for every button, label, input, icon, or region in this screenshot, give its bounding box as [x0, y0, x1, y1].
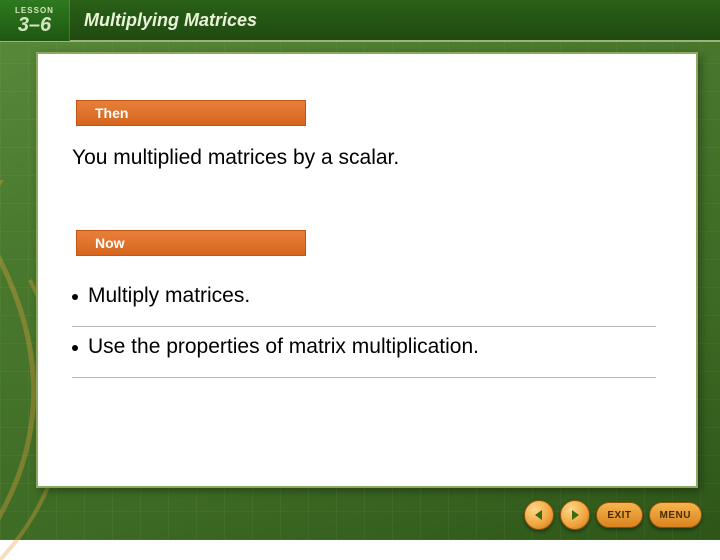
- exit-button-label: EXIT: [607, 510, 631, 521]
- now-label-text: Now: [95, 235, 125, 251]
- menu-button[interactable]: MENU: [649, 502, 702, 528]
- bullet-icon: [72, 345, 78, 351]
- then-text: You multiplied matrices by a scalar.: [72, 146, 696, 170]
- now-bullet-list: Multiply matrices. Use the properties of…: [72, 276, 696, 378]
- triangle-left-icon: [532, 508, 546, 522]
- bullet-text: Multiply matrices.: [88, 284, 250, 308]
- lesson-number: 3–6: [18, 15, 51, 35]
- now-label: Now: [76, 230, 306, 256]
- menu-button-label: MENU: [660, 510, 691, 521]
- then-label-text: Then: [95, 105, 128, 121]
- content-panel: Then You multiplied matrices by a scalar…: [36, 52, 698, 488]
- prev-button[interactable]: [524, 500, 554, 530]
- bullet-text: Use the properties of matrix multiplicat…: [88, 335, 479, 359]
- next-button[interactable]: [560, 500, 590, 530]
- slide: LESSON 3–6 Multiplying Matrices Then You…: [0, 0, 720, 540]
- list-item: Multiply matrices.: [72, 276, 656, 327]
- list-item: Use the properties of matrix multiplicat…: [72, 327, 656, 378]
- lesson-badge: LESSON 3–6: [0, 0, 70, 41]
- bullet-icon: [72, 294, 78, 300]
- triangle-right-icon: [568, 508, 582, 522]
- header-bar: LESSON 3–6 Multiplying Matrices: [0, 0, 720, 42]
- exit-button[interactable]: EXIT: [596, 502, 642, 528]
- then-label: Then: [76, 100, 306, 126]
- page-title: Multiplying Matrices: [84, 10, 257, 31]
- footer-buttons: EXIT MENU: [524, 500, 702, 530]
